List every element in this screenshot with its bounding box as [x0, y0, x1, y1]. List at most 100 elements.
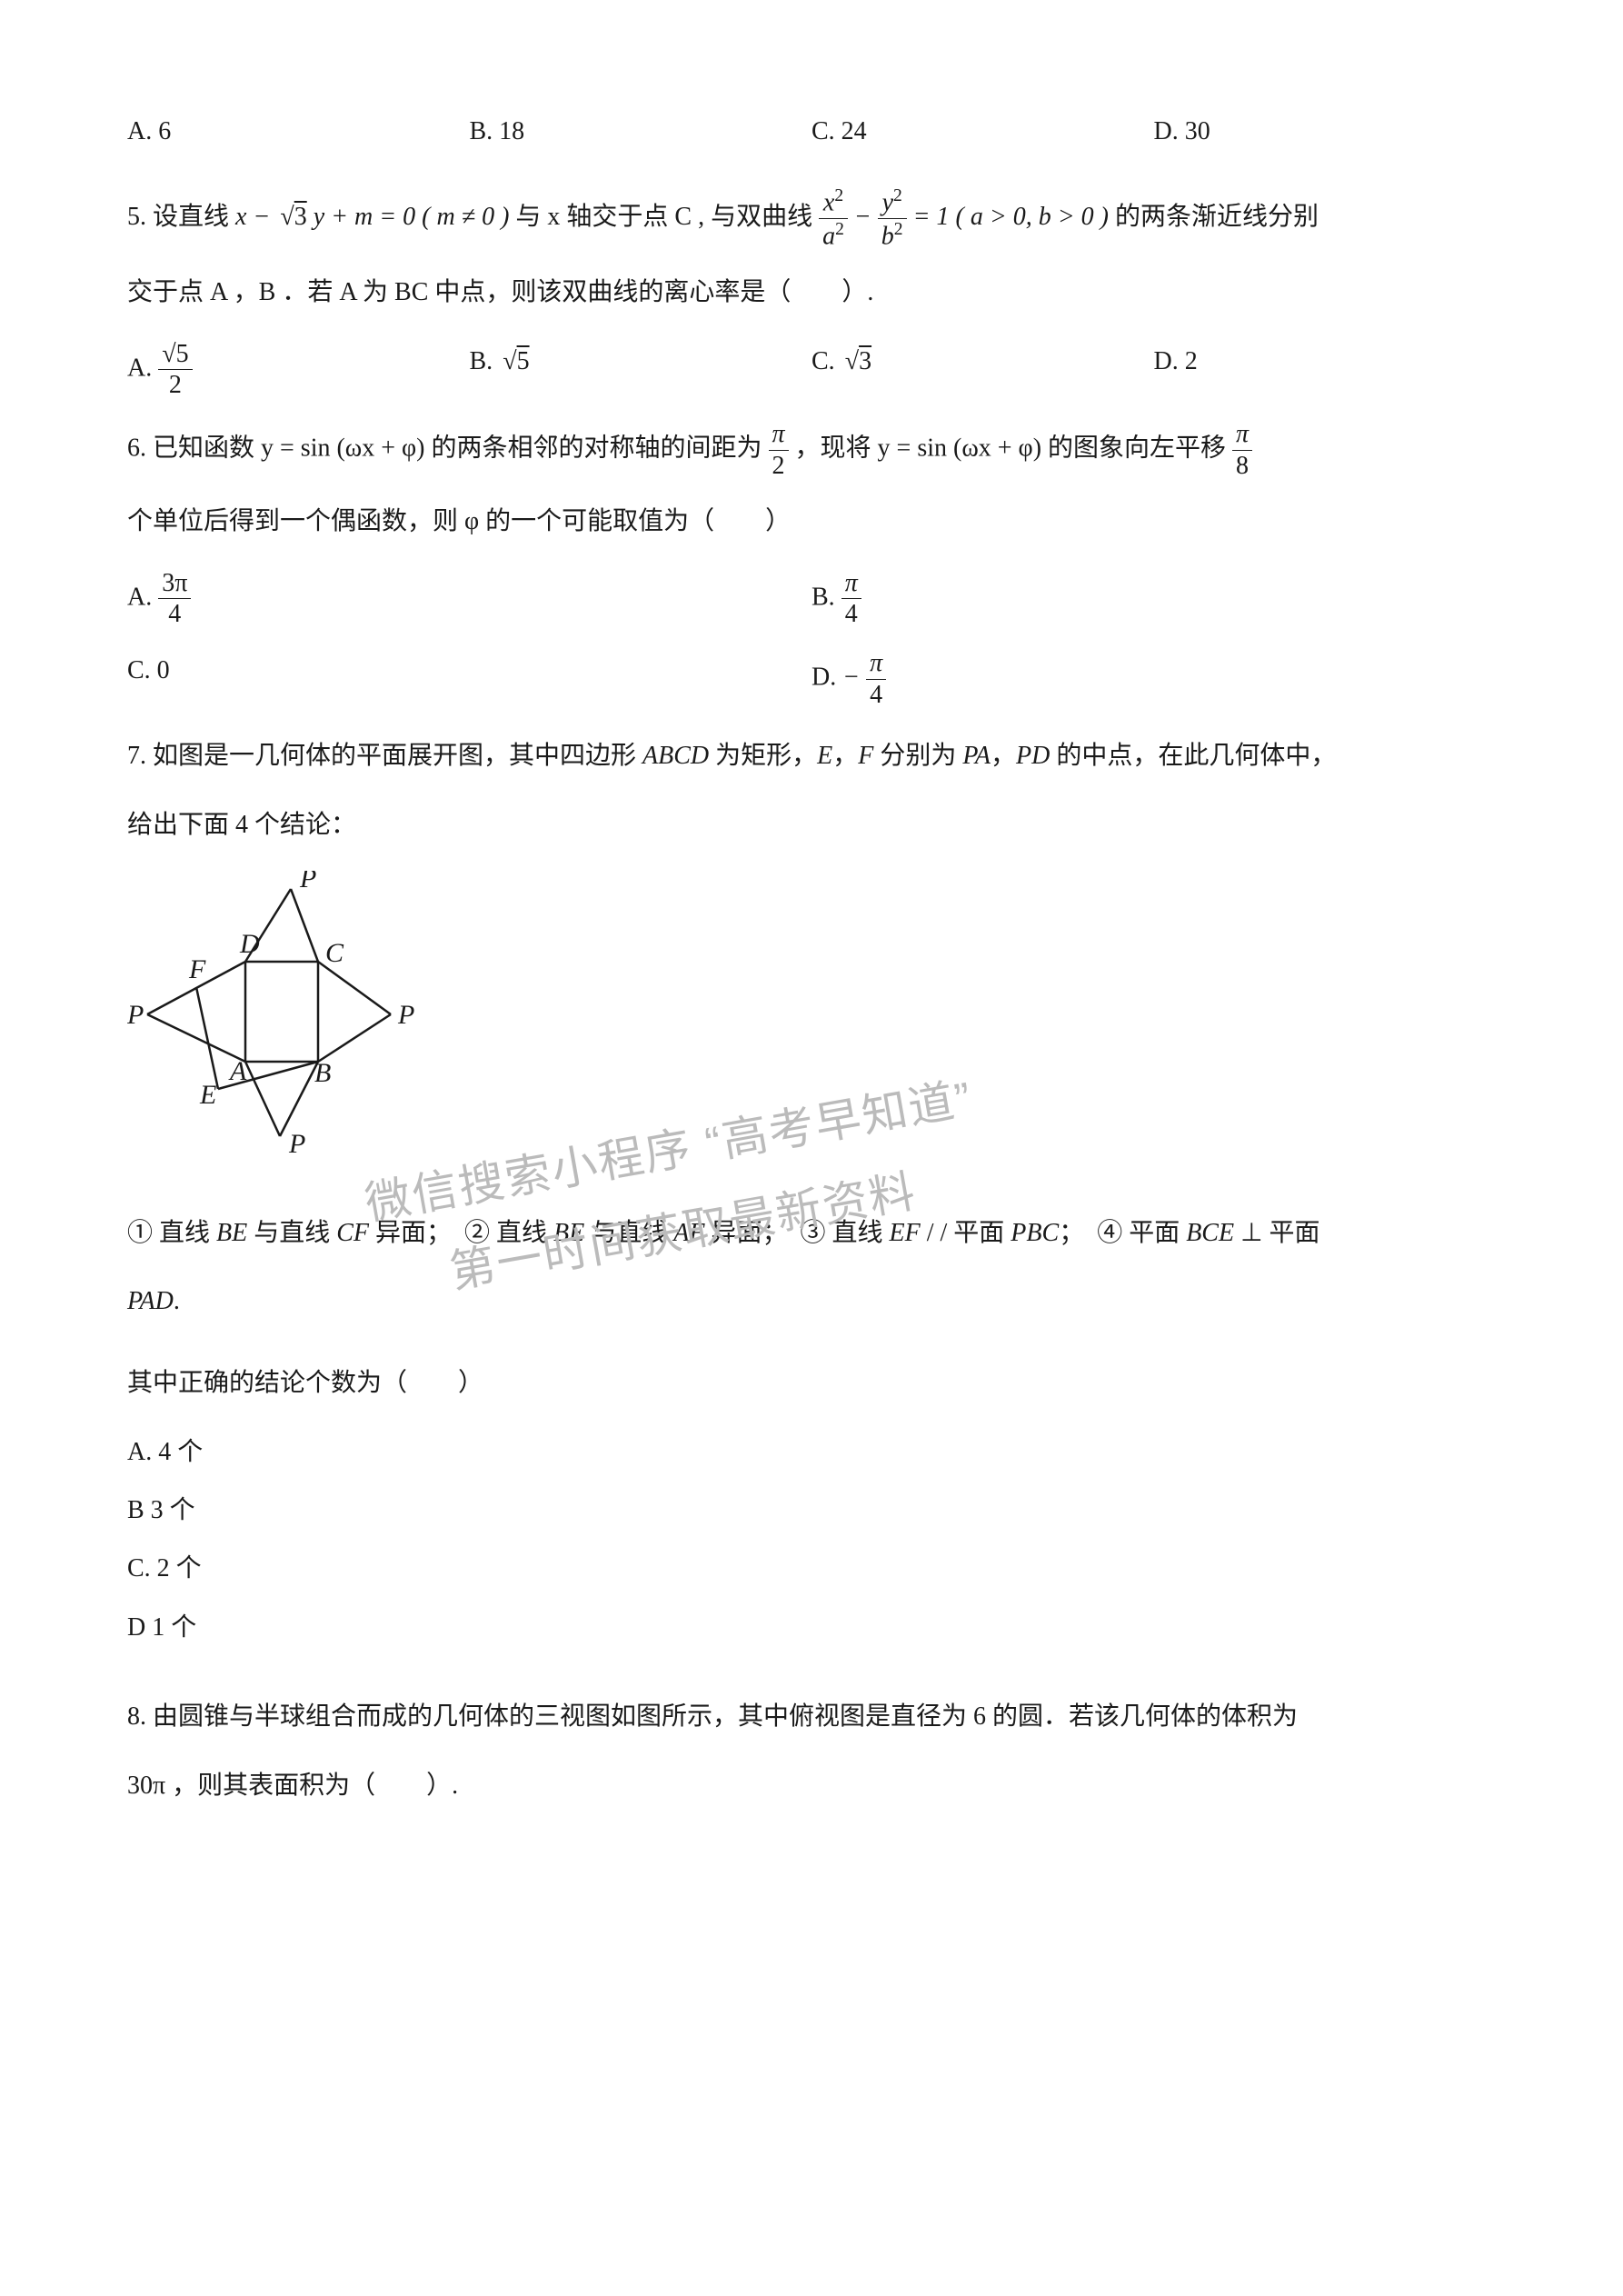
q7-c1: ，: [832, 742, 858, 770]
q6-line2: 个单位后得到一个偶函数，则 φ 的一个可能取值为（ ）: [127, 494, 1496, 550]
q7-s1p6: ； ④ 平面: [1059, 1219, 1186, 1247]
q7-c2: ，: [991, 742, 1016, 770]
q7-pad: PAD: [127, 1287, 174, 1315]
q5-eq: = 1: [913, 203, 950, 231]
q7-be2: BE: [553, 1219, 584, 1247]
q6-option-b: B. π4: [812, 568, 1496, 630]
q6-opt-d-num: π: [866, 648, 886, 680]
q7-stmt-line1: ① 直线 BE 与直线 CF 异面； ② 直线 BE 与直线 AF 异面； ③ …: [127, 1205, 1496, 1262]
q7-line2: 给出下面 4 个结论：: [127, 797, 1496, 854]
q5-opt-c-val: 3: [859, 347, 871, 375]
q7-s1p5: / / 平面: [921, 1219, 1011, 1247]
q5-option-a: A. √52: [127, 339, 470, 401]
q5-option-d: D. 2: [1154, 339, 1497, 401]
q5-line1: 5. 设直线 x − 3 y + m = 0 ( m ≠ 0 ) 与 x 轴交于…: [127, 185, 1496, 252]
q5-opt-a-label: A.: [127, 354, 152, 382]
q6-line1: 6. 已知函数 y = sin (ωx + φ) 的两条相邻的对称轴的间距为 π…: [127, 419, 1496, 481]
q4-option-b: B. 18: [470, 109, 812, 155]
q7-period: .: [174, 1287, 180, 1315]
q7-pa: PA: [962, 742, 991, 770]
q6-eight: 8: [1232, 451, 1252, 482]
q7-f: F: [858, 742, 873, 770]
q5-opt-a-den: 2: [158, 370, 192, 401]
q5-prefix: 5. 设直线: [127, 203, 235, 231]
q7: 7. 如图是一几何体的平面展开图，其中四边形 ABCD 为矩形，E，F 分别为 …: [127, 728, 1496, 853]
q7-pbc: PBC: [1011, 1219, 1059, 1247]
svg-text:F: F: [188, 954, 206, 984]
q7-cf: CF: [336, 1219, 369, 1247]
q7-diagram-container: PPPPDCABFE: [127, 871, 1496, 1186]
q5-line2: 交于点 A ，B ．若 A 为 BC 中点，则该双曲线的离心率是（ ）.: [127, 265, 1496, 321]
q5-paren-ab: ( a > 0, b > 0 ): [956, 203, 1109, 231]
q5-expr2: y + m = 0: [314, 203, 415, 231]
q7-option-d: D 1 个: [127, 1605, 1496, 1651]
q5-opt-a-num: √5: [158, 339, 192, 371]
q8-line2: 30π ，则其表面积为（ ）.: [127, 1758, 1496, 1814]
q7-s1p3: 异面； ② 直线: [369, 1219, 553, 1247]
q6-opt-a-den: 4: [158, 599, 191, 630]
q6-opt-d-label: D.: [812, 664, 836, 692]
svg-text:E: E: [199, 1080, 216, 1110]
q6-option-d: D. − π4: [812, 648, 1496, 710]
q6-prefix: 6. 已知函数 y = sin (ωx + φ) 的两条相邻的对称轴的间距为: [127, 434, 769, 463]
q7-abcd: ABCD: [642, 742, 709, 770]
q4-options-row: A. 6 B. 18 C. 24 D. 30: [127, 109, 1496, 155]
q6-pi2: π: [1232, 419, 1252, 451]
q6-opt-d-den: 4: [866, 680, 886, 711]
q7-be1: BE: [216, 1219, 247, 1247]
q6-opt-b-label: B.: [812, 583, 835, 611]
q5-mid2: 的两条渐近线分别: [1115, 203, 1319, 231]
q4-option-d: D. 30: [1154, 109, 1497, 155]
q7-s1p2b: 与直线: [584, 1219, 673, 1247]
svg-text:P: P: [397, 1000, 414, 1030]
q7-p4: 的中点，在此几何体中，: [1050, 742, 1336, 770]
q7-statements: ① 直线 BE 与直线 CF 异面； ② 直线 BE 与直线 AF 异面； ③ …: [127, 1205, 1496, 1412]
q5-paren-m: ( m ≠ 0 ): [422, 203, 509, 231]
q6-two: 2: [769, 451, 789, 482]
q5-options-row: A. √52 B. 5 C. 3 D. 2: [127, 339, 1496, 401]
q6-opt-b-num: π: [841, 568, 861, 600]
q5-mid1: 与 x 轴交于点 C , 与双曲线: [515, 203, 819, 231]
q6-opt-d-prefix: −: [842, 664, 866, 692]
q6-pi1: π: [769, 419, 789, 451]
q7-ef: EF: [890, 1219, 921, 1247]
svg-text:D: D: [239, 929, 260, 959]
q4-option-c: C. 24: [812, 109, 1154, 155]
q6-option-a: A. 3π4: [127, 568, 812, 630]
q5-opt-b-val: 5: [517, 347, 530, 375]
q8: 8. 由圆锥与半球组合而成的几何体的三视图如图所示，其中俯视图是直径为 6 的圆…: [127, 1689, 1496, 1813]
q5-opt-c-label: C.: [812, 347, 835, 375]
q7-option-b: B 3 个: [127, 1488, 1496, 1533]
q5-opt-b-label: B.: [470, 347, 493, 375]
q7-pd: PD: [1016, 742, 1050, 770]
q7-bce: BCE: [1186, 1219, 1234, 1247]
q7-s1p4: 异面； ③ 直线: [705, 1219, 890, 1247]
svg-text:A: A: [228, 1056, 247, 1086]
q7-p2: 为矩形，: [709, 742, 817, 770]
q7-option-c: C. 2 个: [127, 1546, 1496, 1592]
q7-p3: 分别为: [873, 742, 962, 770]
q8-line1: 8. 由圆锥与半球组合而成的几何体的三视图如图所示，其中俯视图是直径为 6 的圆…: [127, 1689, 1496, 1745]
q6: 6. 已知函数 y = sin (ωx + φ) 的两条相邻的对称轴的间距为 π…: [127, 419, 1496, 550]
q7-e: E: [817, 742, 832, 770]
q7-af: AF: [673, 1219, 704, 1247]
q5: 5. 设直线 x − 3 y + m = 0 ( m ≠ 0 ) 与 x 轴交于…: [127, 185, 1496, 320]
q7-summary: 其中正确的结论个数为（ ）: [127, 1355, 1496, 1412]
q6-opt-a-label: A.: [127, 583, 152, 611]
q6-opt-a-num: 3π: [158, 568, 191, 600]
q6-options-row2: C. 0 D. − π4: [127, 648, 1496, 710]
q5-option-c: C. 3: [812, 339, 1154, 401]
q6-options-row1: A. 3π4 B. π4: [127, 568, 1496, 630]
svg-text:B: B: [314, 1058, 331, 1088]
svg-text:P: P: [127, 1000, 144, 1030]
q7-s1p7: ⊥ 平面: [1234, 1219, 1319, 1247]
q7-line1: 7. 如图是一几何体的平面展开图，其中四边形 ABCD 为矩形，E，F 分别为 …: [127, 728, 1496, 784]
q7-s1p1: ① 直线: [127, 1219, 216, 1247]
svg-text:P: P: [299, 871, 316, 893]
q6-option-c: C. 0: [127, 648, 812, 710]
q7-stmt-line2: PAD.: [127, 1273, 1496, 1330]
q7-diagram-svg: PPPPDCABFE: [127, 871, 436, 1171]
q5-option-b: B. 5: [470, 339, 812, 401]
q7-p1: 7. 如图是一几何体的平面展开图，其中四边形: [127, 742, 642, 770]
q7-option-a: A. 4 个: [127, 1430, 1496, 1475]
